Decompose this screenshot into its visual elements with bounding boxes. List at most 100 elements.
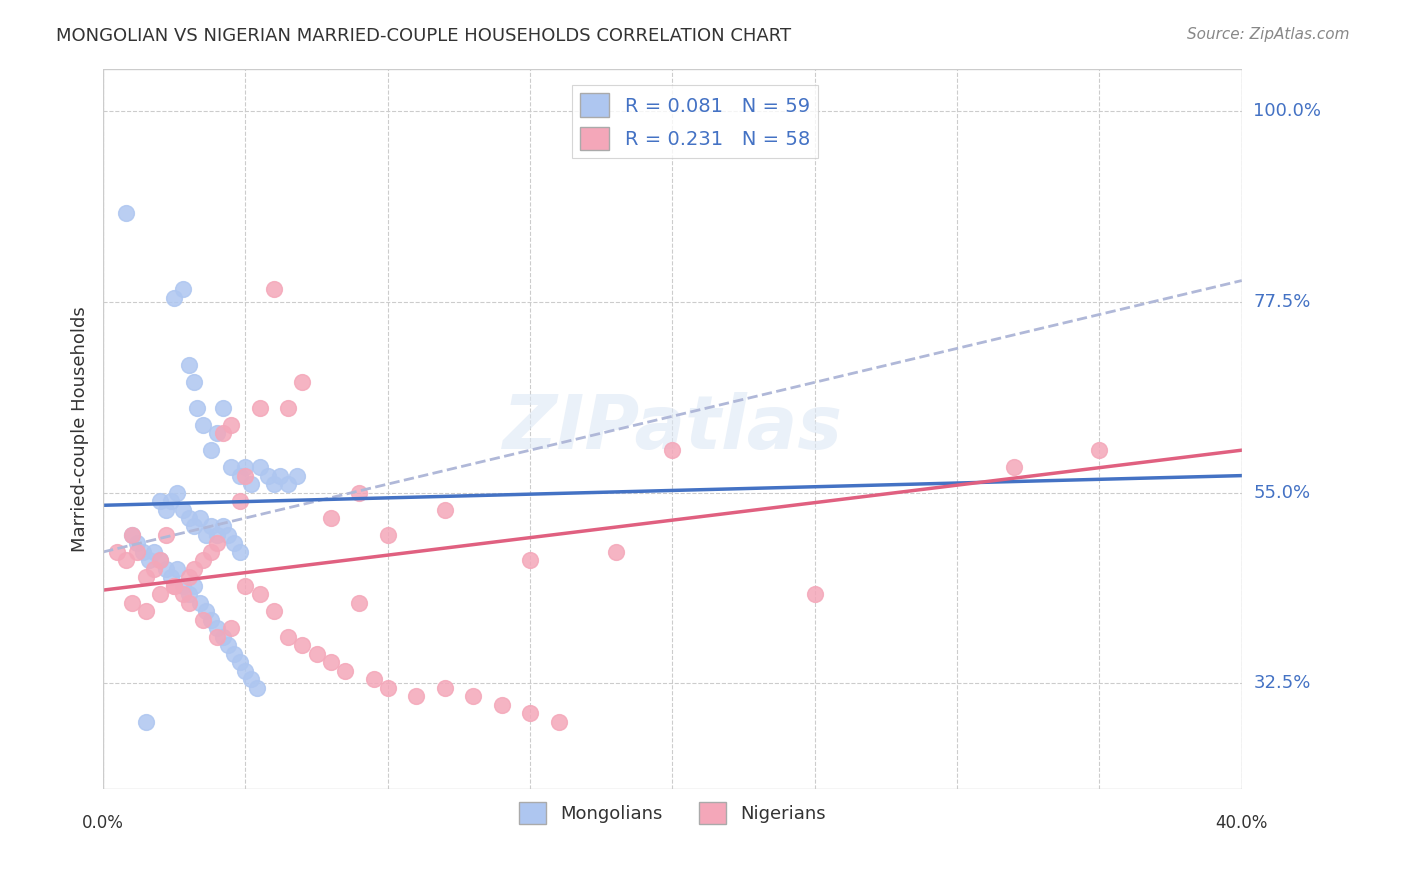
Point	[205, 528, 228, 542]
Point	[121, 528, 143, 542]
Point	[249, 460, 271, 475]
Point	[194, 604, 217, 618]
Point	[463, 689, 485, 703]
Point	[285, 468, 308, 483]
Text: 32.5%: 32.5%	[1253, 674, 1310, 692]
Point	[229, 468, 252, 483]
Point	[121, 528, 143, 542]
Point	[249, 587, 271, 601]
Point	[211, 401, 233, 415]
Point	[143, 545, 166, 559]
Point	[143, 562, 166, 576]
Point	[363, 672, 385, 686]
Point	[138, 553, 160, 567]
Text: 0.0%: 0.0%	[82, 814, 124, 832]
Point	[115, 553, 138, 567]
Point	[235, 468, 257, 483]
Point	[229, 494, 252, 508]
Point	[519, 706, 541, 720]
Point	[219, 621, 242, 635]
Point	[205, 426, 228, 441]
Text: 100.0%: 100.0%	[1253, 102, 1322, 120]
Point	[211, 519, 233, 533]
Text: 77.5%: 77.5%	[1253, 293, 1310, 310]
Point	[172, 282, 194, 296]
Point	[205, 536, 228, 550]
Point	[191, 553, 214, 567]
Point	[149, 553, 172, 567]
Point	[263, 477, 285, 491]
Point	[200, 613, 222, 627]
Point	[200, 519, 222, 533]
Point	[183, 376, 205, 390]
Point	[804, 587, 827, 601]
Point	[235, 460, 257, 475]
Point	[547, 714, 569, 729]
Point	[177, 570, 200, 584]
Point	[277, 401, 299, 415]
Point	[194, 528, 217, 542]
Point	[163, 579, 186, 593]
Point	[277, 630, 299, 644]
Point	[1088, 443, 1111, 458]
Text: Source: ZipAtlas.com: Source: ZipAtlas.com	[1187, 27, 1350, 42]
Point	[205, 630, 228, 644]
Point	[183, 579, 205, 593]
Point	[235, 664, 257, 678]
Point	[105, 545, 128, 559]
Legend: Mongolians, Nigerians: Mongolians, Nigerians	[512, 795, 834, 830]
Point	[291, 376, 314, 390]
Point	[188, 596, 211, 610]
Point	[177, 359, 200, 373]
Point	[211, 426, 233, 441]
Point	[291, 638, 314, 652]
Point	[200, 443, 222, 458]
Point	[183, 562, 205, 576]
Point	[349, 596, 371, 610]
Point	[132, 545, 155, 559]
Point	[219, 417, 242, 432]
Text: 40.0%: 40.0%	[1216, 814, 1268, 832]
Point	[219, 460, 242, 475]
Point	[235, 579, 257, 593]
Point	[217, 528, 239, 542]
Point	[1002, 460, 1025, 475]
Point	[121, 596, 143, 610]
Point	[149, 587, 172, 601]
Point	[249, 401, 271, 415]
Point	[135, 714, 157, 729]
Point	[177, 587, 200, 601]
Point	[188, 511, 211, 525]
Point	[433, 502, 456, 516]
Point	[127, 545, 149, 559]
Point	[277, 477, 299, 491]
Point	[240, 672, 263, 686]
Point	[160, 494, 183, 508]
Point	[191, 417, 214, 432]
Point	[305, 647, 328, 661]
Text: MONGOLIAN VS NIGERIAN MARRIED-COUPLE HOUSEHOLDS CORRELATION CHART: MONGOLIAN VS NIGERIAN MARRIED-COUPLE HOU…	[56, 27, 792, 45]
Point	[172, 579, 194, 593]
Point	[205, 621, 228, 635]
Point	[349, 485, 371, 500]
Point	[149, 553, 172, 567]
Point	[191, 613, 214, 627]
Point	[246, 681, 269, 695]
Point	[661, 443, 683, 458]
Point	[222, 647, 245, 661]
Point	[172, 587, 194, 601]
Point	[433, 681, 456, 695]
Point	[166, 562, 188, 576]
Point	[519, 553, 541, 567]
Point	[127, 536, 149, 550]
Point	[229, 655, 252, 669]
Point	[491, 698, 513, 712]
Point	[163, 579, 186, 593]
Point	[333, 664, 356, 678]
Point	[269, 468, 291, 483]
Point	[263, 604, 285, 618]
Point	[211, 630, 233, 644]
Point	[160, 570, 183, 584]
Point	[155, 562, 177, 576]
Point	[183, 519, 205, 533]
